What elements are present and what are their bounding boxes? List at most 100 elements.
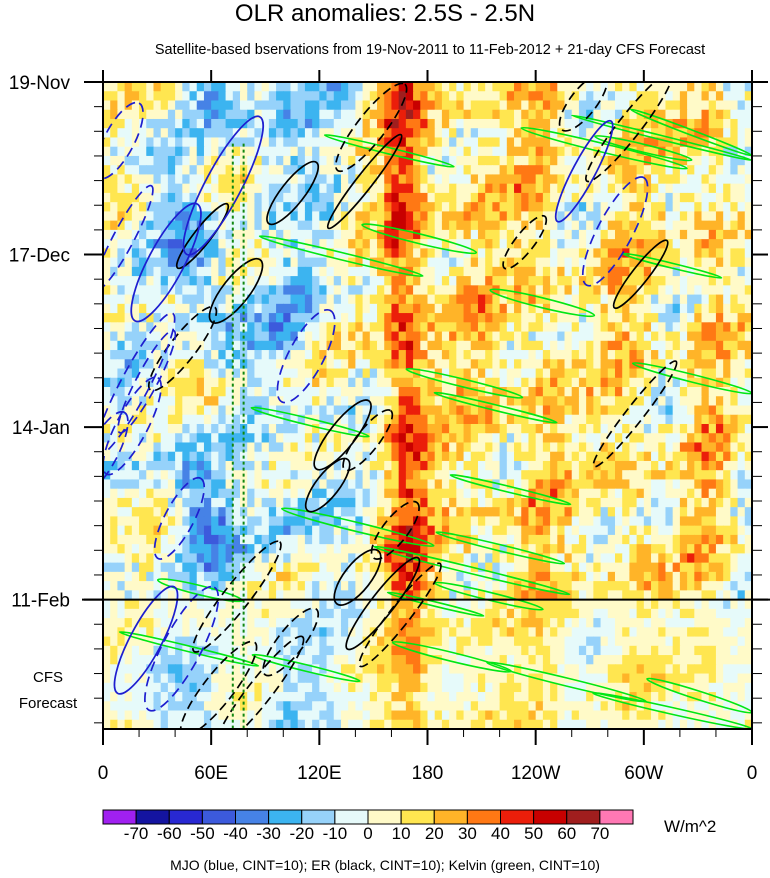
heatmap-cell: [441, 137, 450, 148]
heatmap-cell: [276, 229, 284, 240]
heatmap-cell: [304, 155, 313, 166]
heatmap-cell: [528, 211, 537, 222]
heatmap-cell: [636, 368, 645, 379]
heatmap-cell: [312, 581, 320, 591]
heatmap-cell: [211, 137, 219, 148]
heatmap-cell: [304, 460, 313, 471]
heatmap-cell: [694, 331, 703, 342]
heatmap-cell: [254, 137, 263, 148]
heatmap-cell: [160, 525, 169, 536]
heatmap-cell: [167, 507, 176, 518]
heatmap-cell: [312, 192, 320, 203]
heatmap-cell: [326, 229, 335, 240]
heatmap-cell: [283, 470, 292, 481]
heatmap-cell: [203, 423, 212, 434]
heatmap-cell: [247, 322, 256, 333]
heatmap-cell: [203, 202, 212, 212]
heatmap-cell: [578, 340, 587, 351]
heatmap-cell: [614, 340, 623, 351]
heatmap-cell: [225, 294, 234, 305]
heatmap-cell: [211, 525, 219, 536]
heatmap-cell: [377, 155, 385, 166]
heatmap-cell: [600, 497, 609, 508]
heatmap-cell: [535, 313, 544, 323]
heatmap-cell: [211, 174, 219, 185]
heatmap-cell: [196, 155, 205, 166]
heatmap-cell: [658, 192, 667, 203]
heatmap-cell: [276, 470, 284, 481]
heatmap-cell: [247, 294, 256, 305]
heatmap-cell: [571, 507, 580, 518]
heatmap-cell: [247, 137, 256, 148]
heatmap-cell: [276, 387, 284, 397]
heatmap-cell: [586, 128, 594, 139]
heatmap-cell: [744, 405, 752, 416]
heatmap-cell: [535, 405, 544, 416]
heatmap-cell: [614, 507, 623, 518]
heatmap-cell: [319, 525, 328, 536]
heatmap-cell: [643, 479, 652, 490]
heatmap-cell: [607, 220, 616, 231]
heatmap-cell: [211, 248, 219, 259]
heatmap-cell: [290, 488, 299, 499]
heatmap-cell: [701, 109, 710, 120]
heatmap-cell: [701, 507, 710, 518]
heatmap-cell: [550, 451, 558, 462]
heatmap-cell: [333, 294, 342, 305]
heatmap-cell: [463, 497, 472, 508]
heatmap-cell: [651, 387, 659, 397]
heatmap-cell: [153, 229, 162, 240]
heatmap-cell: [247, 590, 256, 601]
heatmap-cell: [744, 534, 752, 545]
heatmap-cell: [701, 451, 710, 462]
heatmap-cell: [701, 91, 710, 102]
heatmap-cell: [701, 118, 710, 129]
heatmap-cell: [723, 137, 731, 148]
heatmap-cell: [362, 479, 371, 490]
heatmap-cell: [110, 220, 119, 231]
heatmap-cell: [405, 192, 414, 203]
heatmap-cell: [586, 359, 594, 370]
heatmap-cell: [117, 377, 126, 388]
heatmap-cell: [160, 460, 169, 471]
heatmap-cell: [694, 202, 703, 212]
heatmap-cell: [160, 155, 169, 166]
heatmap-cell: [485, 146, 493, 157]
heatmap-cell: [593, 562, 602, 573]
heatmap-cell: [377, 340, 385, 351]
heatmap-cell: [614, 516, 623, 527]
heatmap-cell: [340, 377, 349, 388]
heatmap-cell: [283, 165, 292, 176]
heatmap-cell: [694, 497, 703, 508]
heatmap-cell: [456, 229, 465, 240]
heatmap-cell: [139, 516, 147, 527]
heatmap-cell: [643, 239, 652, 249]
heatmap-cell: [614, 405, 623, 416]
heatmap-cell: [384, 497, 393, 508]
heatmap-cell: [542, 423, 551, 434]
heatmap-cell: [578, 534, 587, 545]
heatmap-cell: [139, 507, 147, 518]
heatmap-cell: [384, 460, 393, 471]
heatmap-cell: [593, 387, 602, 397]
heatmap-cell: [254, 553, 263, 564]
heatmap-cell: [182, 460, 191, 471]
heatmap-cell: [550, 211, 558, 222]
heatmap-cell: [103, 350, 111, 360]
heatmap-cell: [348, 442, 356, 453]
heatmap-cell: [290, 507, 299, 518]
heatmap-cell: [651, 479, 659, 490]
heatmap-cell: [737, 442, 746, 453]
heatmap-cell: [456, 331, 465, 342]
heatmap-cell: [131, 109, 140, 120]
heatmap-cell: [153, 442, 162, 453]
heatmap-cell: [658, 534, 667, 545]
heatmap-cell: [571, 118, 580, 129]
heatmap-cell: [578, 313, 587, 323]
heatmap-cell: [218, 405, 227, 416]
heatmap-cell: [391, 109, 400, 120]
heatmap-cell: [304, 303, 313, 314]
heatmap-cell: [182, 544, 191, 554]
heatmap-cell: [384, 322, 393, 333]
heatmap-cell: [398, 322, 407, 333]
